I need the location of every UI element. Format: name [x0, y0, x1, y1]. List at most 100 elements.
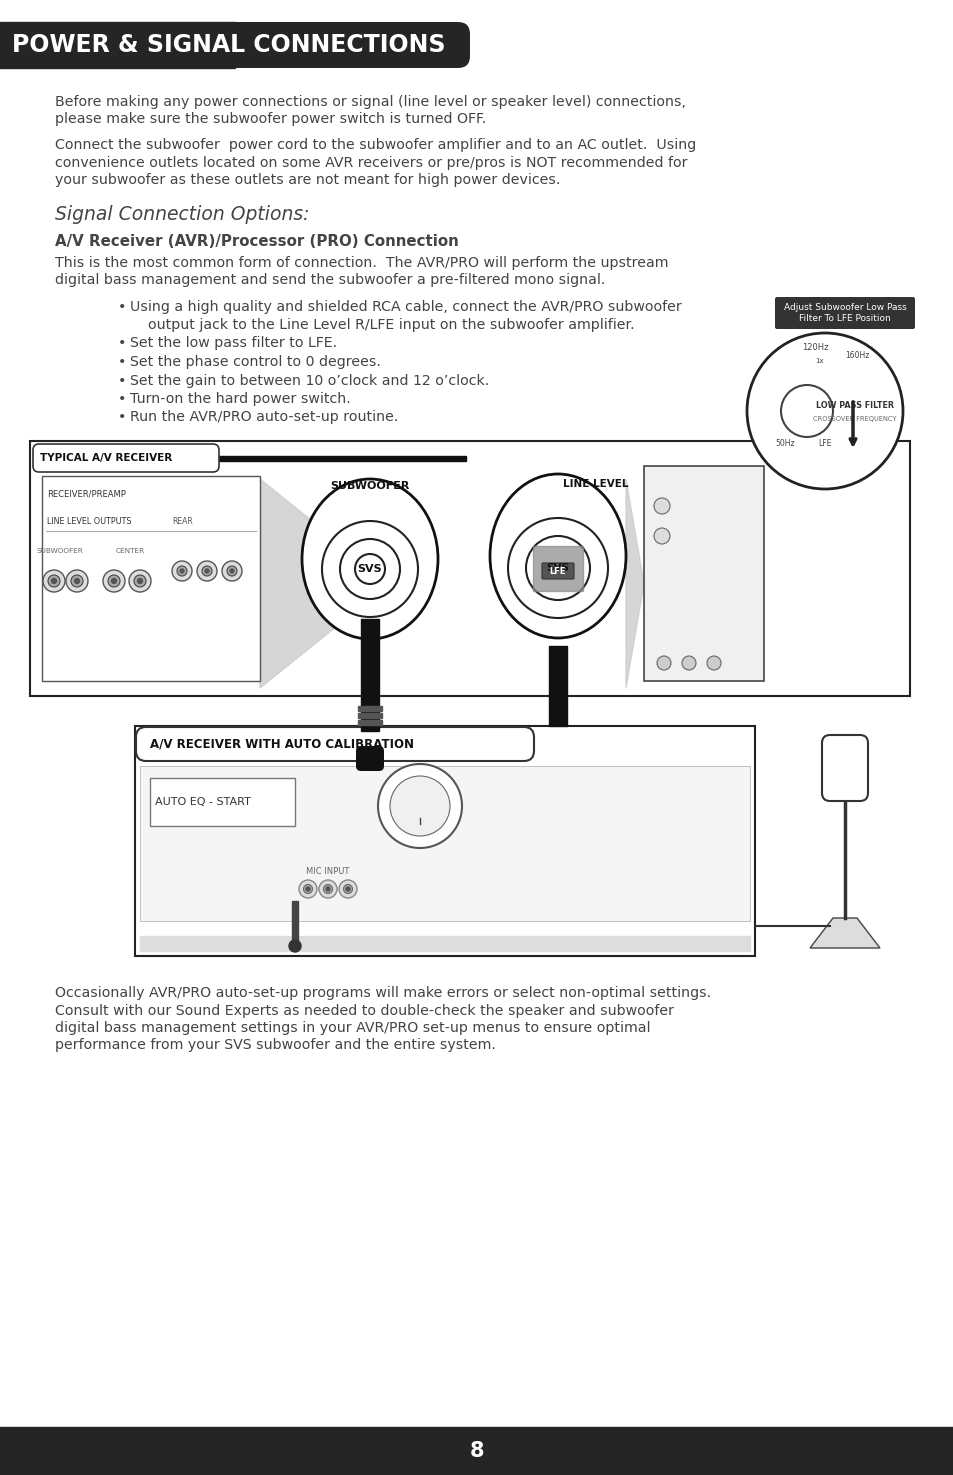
Text: REAR: REAR: [172, 516, 193, 525]
Text: SUBWOOFER: SUBWOOFER: [36, 549, 83, 555]
Text: •: •: [118, 392, 126, 406]
Text: •: •: [118, 301, 126, 314]
Bar: [643, 466, 763, 681]
Circle shape: [133, 575, 146, 587]
Circle shape: [172, 560, 192, 581]
Text: CENTER: CENTER: [115, 549, 145, 555]
Circle shape: [230, 569, 233, 572]
FancyBboxPatch shape: [33, 444, 219, 472]
Text: SUBWOOFER: SUBWOOFER: [330, 481, 409, 491]
Circle shape: [71, 575, 83, 587]
Text: LOW PASS FILTER: LOW PASS FILTER: [815, 401, 893, 410]
Text: A/V RECEIVER WITH AUTO CALIBRATION: A/V RECEIVER WITH AUTO CALIBRATION: [150, 738, 414, 751]
Circle shape: [390, 776, 450, 836]
Circle shape: [180, 569, 184, 572]
Ellipse shape: [302, 479, 437, 639]
Bar: [533, 546, 582, 591]
Bar: [292, 901, 297, 941]
Text: Set the phase control to 0 degrees.: Set the phase control to 0 degrees.: [130, 355, 380, 369]
Circle shape: [177, 566, 187, 577]
Text: LFE: LFE: [549, 566, 566, 575]
Text: Before making any power connections or signal (line level or speaker level) conn: Before making any power connections or s…: [55, 94, 685, 109]
FancyBboxPatch shape: [774, 296, 914, 329]
Text: output jack to the Line Level R/LFE input on the subwoofer amplifier.: output jack to the Line Level R/LFE inpu…: [148, 319, 634, 332]
Text: Connect the subwoofer  power cord to the subwoofer amplifier and to an AC outlet: Connect the subwoofer power cord to the …: [55, 139, 696, 152]
Text: AUTO EQ - START: AUTO EQ - START: [154, 796, 251, 807]
Bar: [357, 712, 381, 718]
Bar: [360, 620, 378, 732]
Circle shape: [507, 518, 607, 618]
Circle shape: [227, 566, 236, 577]
Circle shape: [66, 569, 88, 591]
Bar: [135, 726, 754, 956]
Text: Adjust Subwoofer Low Pass
Filter To LFE Position: Adjust Subwoofer Low Pass Filter To LFE …: [782, 302, 905, 323]
FancyBboxPatch shape: [355, 746, 384, 771]
Bar: [357, 720, 381, 726]
Text: POWER & SIGNAL CONNECTIONS: POWER & SIGNAL CONNECTIONS: [12, 32, 445, 58]
Circle shape: [318, 881, 336, 898]
Text: LFE: LFE: [818, 438, 831, 447]
Circle shape: [343, 885, 352, 894]
FancyBboxPatch shape: [541, 563, 574, 580]
Text: MIC INPUT: MIC INPUT: [306, 866, 350, 876]
Text: Occasionally AVR/PRO auto-set-up programs will make errors or select non-optimal: Occasionally AVR/PRO auto-set-up program…: [55, 985, 710, 1000]
Text: A/V Receiver (AVR)/Processor (PRO) Connection: A/V Receiver (AVR)/Processor (PRO) Conne…: [55, 235, 458, 249]
Text: Signal Connection Options:: Signal Connection Options:: [55, 205, 309, 224]
Text: SVS: SVS: [546, 563, 569, 572]
Text: •: •: [118, 336, 126, 351]
Bar: [0, 1426, 953, 1475]
Circle shape: [377, 764, 461, 848]
Circle shape: [298, 881, 316, 898]
Polygon shape: [809, 917, 879, 948]
Circle shape: [129, 569, 151, 591]
Text: please make sure the subwoofer power switch is turned OFF.: please make sure the subwoofer power swi…: [55, 112, 486, 127]
Circle shape: [222, 560, 242, 581]
Text: •: •: [118, 373, 126, 388]
Bar: [0, 22, 234, 68]
Circle shape: [103, 569, 125, 591]
Text: 1x: 1x: [815, 358, 823, 364]
Circle shape: [196, 560, 216, 581]
Bar: [150, 777, 294, 826]
Text: CROSSOVER FREQUENCY: CROSSOVER FREQUENCY: [812, 416, 896, 422]
FancyBboxPatch shape: [0, 22, 470, 68]
Circle shape: [205, 569, 209, 572]
Circle shape: [108, 575, 120, 587]
Text: Using a high quality and shielded RCA cable, connect the AVR/PRO subwoofer: Using a high quality and shielded RCA ca…: [130, 301, 681, 314]
Circle shape: [43, 569, 65, 591]
Circle shape: [326, 886, 330, 891]
Text: 50Hz: 50Hz: [775, 438, 794, 447]
Circle shape: [339, 538, 399, 599]
Circle shape: [48, 575, 60, 587]
Circle shape: [306, 886, 310, 891]
Circle shape: [303, 885, 313, 894]
Text: Set the low pass filter to LFE.: Set the low pass filter to LFE.: [130, 336, 336, 351]
Text: LINE LEVEL: LINE LEVEL: [562, 479, 628, 490]
Text: LINE LEVEL OUTPUTS: LINE LEVEL OUTPUTS: [47, 516, 132, 525]
Text: This is the most common form of connection.  The AVR/PRO will perform the upstre: This is the most common form of connecti…: [55, 255, 668, 270]
Bar: [140, 766, 749, 920]
Circle shape: [654, 528, 669, 544]
Circle shape: [51, 578, 56, 584]
Bar: [30, 441, 909, 696]
Text: SVS: SVS: [357, 563, 382, 574]
Bar: [357, 707, 381, 711]
Circle shape: [657, 656, 670, 670]
Bar: [140, 937, 749, 951]
Text: digital bass management and send the subwoofer a pre-filtered mono signal.: digital bass management and send the sub…: [55, 273, 605, 288]
Circle shape: [706, 656, 720, 670]
Circle shape: [74, 578, 79, 584]
Text: •: •: [118, 355, 126, 369]
Text: 160Hz: 160Hz: [844, 351, 868, 360]
Text: performance from your SVS subwoofer and the entire system.: performance from your SVS subwoofer and …: [55, 1038, 496, 1053]
Text: •: •: [118, 410, 126, 425]
Text: convenience outlets located on some AVR receivers or pre/pros is NOT recommended: convenience outlets located on some AVR …: [55, 155, 687, 170]
Circle shape: [654, 499, 669, 513]
Bar: [42, 476, 260, 681]
Circle shape: [525, 535, 589, 600]
Text: Set the gain to between 10 o’clock and 12 o’clock.: Set the gain to between 10 o’clock and 1…: [130, 373, 489, 388]
Circle shape: [781, 385, 832, 437]
FancyBboxPatch shape: [136, 727, 534, 761]
FancyBboxPatch shape: [821, 735, 867, 801]
Text: Consult with our Sound Experts as needed to double-check the speaker and subwoof: Consult with our Sound Experts as needed…: [55, 1003, 673, 1018]
